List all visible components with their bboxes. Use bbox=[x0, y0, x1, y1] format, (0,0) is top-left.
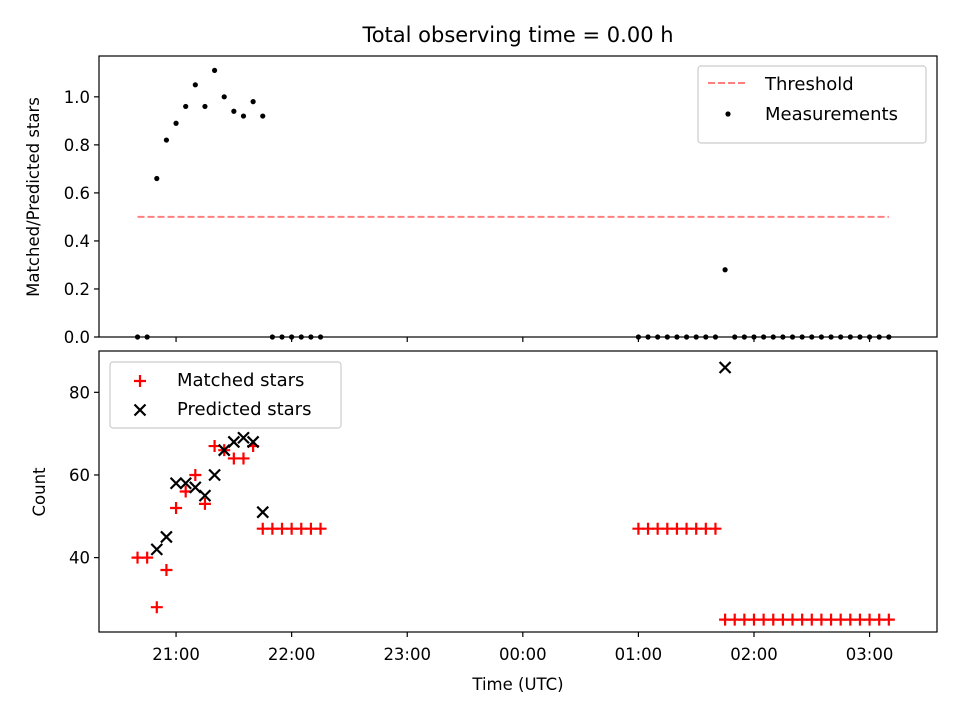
measurement-point bbox=[154, 175, 160, 182]
bottom-y-tick-label: 60 bbox=[69, 466, 90, 485]
bottom-y-tick-label: 40 bbox=[69, 549, 90, 568]
measurement-point bbox=[173, 120, 179, 126]
predicted-star-point bbox=[179, 476, 192, 490]
matched-star-point bbox=[882, 613, 895, 626]
measurement-point bbox=[211, 67, 218, 74]
predicted-star-point bbox=[246, 435, 260, 449]
predicted-star-point bbox=[150, 543, 164, 556]
measurement-point bbox=[231, 108, 237, 114]
threshold-legend-label: Threshold bbox=[764, 74, 854, 95]
matched-star-point bbox=[198, 497, 211, 510]
matched-star-point bbox=[160, 564, 173, 577]
predicted-legend-label: Predicted stars bbox=[177, 399, 311, 420]
measurements-legend-label: Measurements bbox=[765, 104, 898, 125]
top-plot-frame bbox=[98, 55, 938, 338]
matched-star-point bbox=[237, 452, 250, 465]
measurement-point bbox=[250, 99, 256, 105]
bottom-x-tick-label: 03:00 bbox=[846, 645, 894, 664]
predicted-star-point bbox=[160, 530, 173, 544]
top-y-tick-label: 0.6 bbox=[64, 184, 90, 203]
bottom-x-tick-label: 02:00 bbox=[730, 645, 778, 664]
matched-legend-label: Matched stars bbox=[177, 370, 304, 391]
predicted-star-point bbox=[169, 476, 183, 490]
matched-star-point bbox=[189, 468, 202, 481]
bottom-x-tick-label: 00:00 bbox=[499, 645, 547, 664]
matched-star-point bbox=[141, 551, 154, 564]
predicted-star-point bbox=[208, 468, 221, 482]
top-y-tick-label: 1.0 bbox=[64, 88, 90, 107]
measurement-point bbox=[260, 113, 266, 119]
bottom-x-axis-label: Time (UTC) bbox=[471, 675, 563, 694]
measurement-point bbox=[163, 137, 170, 143]
measurement-point bbox=[183, 103, 189, 110]
measurement-point bbox=[221, 94, 227, 100]
measurements-legend-swatch bbox=[725, 111, 731, 117]
measurement-point bbox=[240, 113, 247, 119]
bottom-y-tick-label: 80 bbox=[69, 383, 90, 402]
measurement-point bbox=[192, 82, 198, 88]
matched-star-point bbox=[170, 502, 183, 515]
bottom-x-tick-label: 23:00 bbox=[383, 645, 431, 664]
bottom-x-tick-label: 01:00 bbox=[615, 645, 663, 664]
matched-legend-swatch bbox=[134, 375, 146, 387]
measurement-point bbox=[202, 103, 208, 110]
measurement-point bbox=[722, 267, 728, 273]
predicted-star-point bbox=[256, 505, 270, 519]
predicted-star-point bbox=[718, 361, 732, 374]
top-legend: Threshold Measurements bbox=[697, 65, 927, 144]
top-chart-title: Total observing time = 0.00 h bbox=[361, 23, 673, 47]
predicted-star-point bbox=[237, 431, 250, 445]
predicted-star-point bbox=[227, 435, 241, 449]
bottom-legend-box bbox=[109, 361, 342, 429]
bottom-y-axis-label: Count bbox=[30, 467, 49, 517]
matched-star-point bbox=[709, 522, 722, 535]
matched-star-point bbox=[314, 522, 327, 535]
predicted-star-point bbox=[198, 489, 212, 502]
bottom-x-tick-label: 22:00 bbox=[268, 645, 316, 664]
top-legend-box bbox=[697, 65, 927, 144]
top-y-tick-label: 0.2 bbox=[64, 280, 90, 299]
predicted-legend-swatch bbox=[133, 403, 147, 417]
top-y-tick-label: 0.4 bbox=[64, 232, 90, 251]
bottom-legend: Matched stars Predicted stars bbox=[109, 361, 342, 429]
top-y-tick-label: 0.0 bbox=[64, 328, 90, 347]
top-y-axis-label: Matched/Predicted stars bbox=[24, 97, 43, 297]
top-y-tick-label: 0.8 bbox=[64, 136, 90, 155]
matched-star-point bbox=[150, 601, 163, 614]
bottom-x-tick-label: 21:00 bbox=[152, 645, 200, 664]
bottom-plot-frame bbox=[98, 350, 938, 633]
